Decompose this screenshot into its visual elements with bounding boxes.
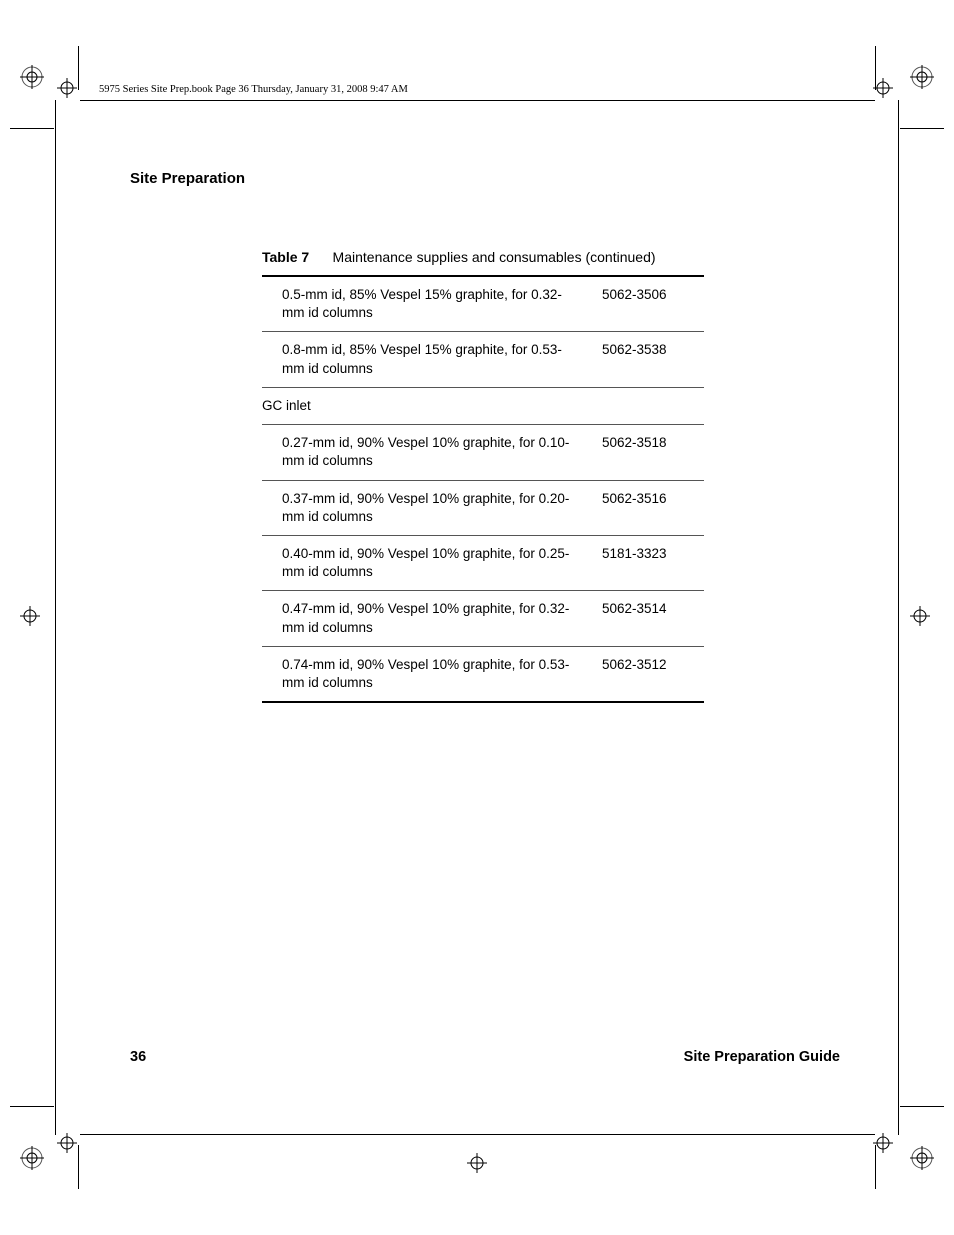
- table-desc-cell: 0.37-mm id, 90% Vespel 10% graphite, for…: [262, 480, 582, 535]
- table-caption-text: Maintenance supplies and consumables (co…: [333, 249, 656, 265]
- table-desc-cell: 0.8-mm id, 85% Vespel 15% graphite, for …: [262, 332, 582, 387]
- table-part-cell: 5062-3512: [582, 646, 704, 702]
- table-part-cell: 5062-3506: [582, 276, 704, 332]
- table-row: 0.37-mm id, 90% Vespel 10% graphite, for…: [262, 480, 704, 535]
- table-7: Table 7 Maintenance supplies and consuma…: [262, 249, 704, 703]
- table-row: 0.40-mm id, 90% Vespel 10% graphite, for…: [262, 535, 704, 590]
- footer-guide-title: Site Preparation Guide: [684, 1049, 840, 1065]
- running-header: 5975 Series Site Prep.book Page 36 Thurs…: [99, 84, 408, 95]
- reg-mark-mb: [467, 1153, 491, 1177]
- crop-line-right2: [875, 46, 876, 90]
- crop-line-left2: [78, 46, 79, 90]
- reg-mark-tr: [910, 65, 934, 89]
- table-part-cell: 5062-3516: [582, 480, 704, 535]
- reg-mark-ml: [20, 606, 44, 630]
- table-group-cell: GC inlet: [262, 387, 704, 424]
- table-desc-cell: 0.74-mm id, 90% Vespel 10% graphite, for…: [262, 646, 582, 702]
- page-number: 36: [130, 1049, 146, 1065]
- crop-line-right: [898, 100, 899, 1135]
- section-title: Site Preparation: [130, 170, 840, 187]
- crop-line-right3: [875, 1145, 876, 1189]
- reg-mark-br: [910, 1146, 934, 1170]
- table-part-cell: 5062-3514: [582, 591, 704, 646]
- reg-mark-br2: [873, 1133, 897, 1157]
- table-row: 0.8-mm id, 85% Vespel 15% graphite, for …: [262, 332, 704, 387]
- table-row: 0.27-mm id, 90% Vespel 10% graphite, for…: [262, 425, 704, 480]
- crop-line-left: [55, 100, 56, 1135]
- crop-line-top: [80, 100, 875, 101]
- page-footer: 36 Site Preparation Guide: [130, 1049, 840, 1065]
- reg-mark-tl: [20, 65, 44, 89]
- crop-line-top-r: [900, 128, 944, 129]
- table-row: 0.47-mm id, 90% Vespel 10% graphite, for…: [262, 591, 704, 646]
- table-desc-cell: 0.40-mm id, 90% Vespel 10% graphite, for…: [262, 535, 582, 590]
- table-desc-cell: 0.47-mm id, 90% Vespel 10% graphite, for…: [262, 591, 582, 646]
- crop-line-left3: [78, 1145, 79, 1189]
- table-caption: Table 7 Maintenance supplies and consuma…: [262, 249, 704, 265]
- table-label: Table 7: [262, 249, 309, 265]
- table-part-cell: 5062-3538: [582, 332, 704, 387]
- table-desc-cell: 0.5-mm id, 85% Vespel 15% graphite, for …: [262, 276, 582, 332]
- consumables-table: 0.5-mm id, 85% Vespel 15% graphite, for …: [262, 275, 704, 703]
- crop-line-bot-l: [10, 1106, 54, 1107]
- page-content: Site Preparation Table 7 Maintenance sup…: [130, 170, 840, 703]
- reg-mark-bl: [20, 1146, 44, 1170]
- table-row: GC inlet: [262, 387, 704, 424]
- table-part-cell: 5062-3518: [582, 425, 704, 480]
- crop-line-bot-r: [900, 1106, 944, 1107]
- crop-line-bottom: [80, 1134, 875, 1135]
- table-row: 0.74-mm id, 90% Vespel 10% graphite, for…: [262, 646, 704, 702]
- crop-line-top-l: [10, 128, 54, 129]
- reg-mark-tr2: [873, 78, 897, 102]
- table-row: 0.5-mm id, 85% Vespel 15% graphite, for …: [262, 276, 704, 332]
- reg-mark-mr: [910, 606, 934, 630]
- table-part-cell: 5181-3323: [582, 535, 704, 590]
- table-desc-cell: 0.27-mm id, 90% Vespel 10% graphite, for…: [262, 425, 582, 480]
